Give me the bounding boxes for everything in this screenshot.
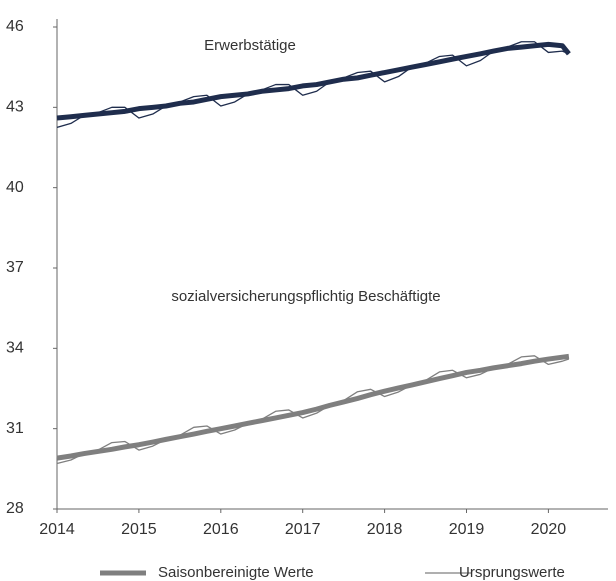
legend-label: Ursprungswerte <box>459 564 565 581</box>
x-tick-label: 2016 <box>203 521 239 538</box>
x-tick-label: 2019 <box>449 521 485 538</box>
line-series <box>56 41 571 121</box>
y-tick-label: 43 <box>6 99 24 116</box>
x-tick-label: 2020 <box>531 521 567 538</box>
y-tick-label: 37 <box>6 259 24 276</box>
y-tick-label: 46 <box>6 18 24 35</box>
annotation: Erwerbstätige <box>204 37 296 54</box>
x-tick-label: 2017 <box>285 521 321 538</box>
y-tick-label: 28 <box>6 500 24 517</box>
y-tick-label: 31 <box>6 420 24 437</box>
y-tick-label: 34 <box>6 340 24 357</box>
x-tick-label: 2015 <box>121 521 157 538</box>
line-series <box>56 353 570 461</box>
annotation: sozialversicherungspflichtig Beschäftigt… <box>171 288 440 305</box>
x-tick-label: 2014 <box>39 521 75 538</box>
y-tick-label: 40 <box>6 179 24 196</box>
x-tick-label: 2018 <box>367 521 403 538</box>
legend-label: Saisonbereinigte Werte <box>158 564 314 581</box>
